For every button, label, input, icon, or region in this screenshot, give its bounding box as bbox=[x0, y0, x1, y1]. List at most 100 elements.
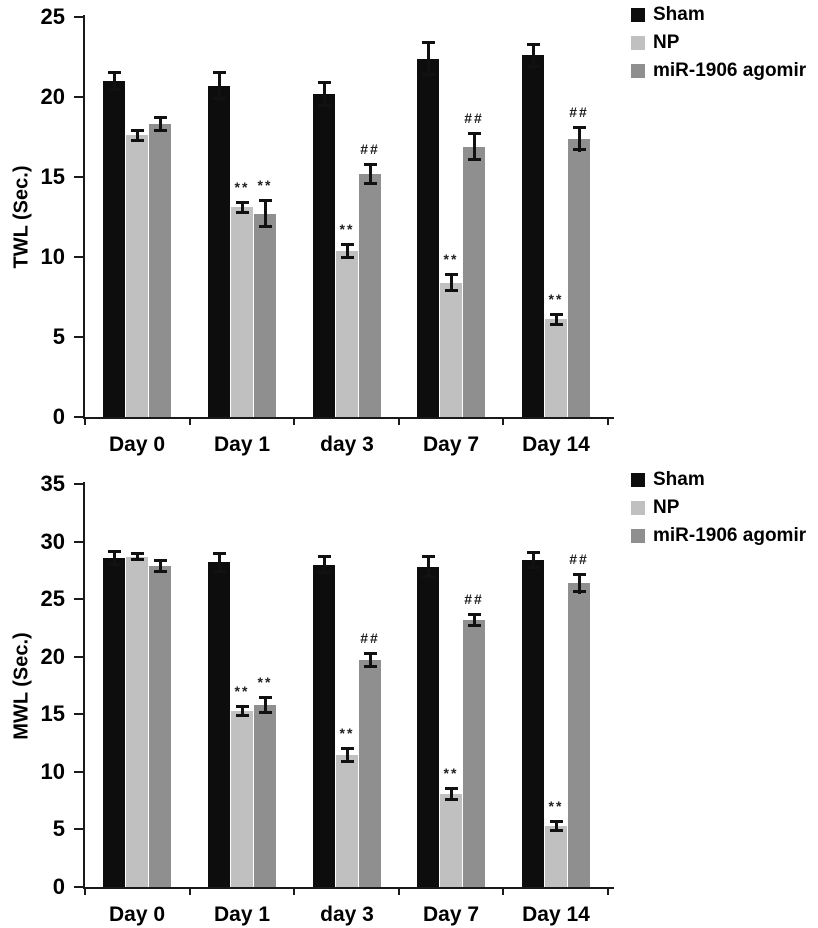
significance-marker: ## bbox=[569, 551, 589, 567]
legend-item-mir-1906-agomir: miR-1906 agomir bbox=[631, 59, 806, 82]
twl-x-axis-line bbox=[83, 417, 614, 419]
y-tick-label: 5 bbox=[52, 324, 65, 349]
significance-marker: ** bbox=[234, 683, 250, 699]
y-tick-mark bbox=[74, 96, 83, 98]
error-bar-cap bbox=[108, 71, 121, 74]
error-bar-cap bbox=[445, 798, 458, 801]
legend-item-sham: Sham bbox=[631, 468, 806, 491]
legend-marker-swatch bbox=[631, 63, 645, 78]
y-tick-label: 15 bbox=[40, 701, 65, 727]
y-tick-mark bbox=[74, 713, 83, 716]
bar-sham-day-3 bbox=[313, 94, 335, 417]
error-bar bbox=[532, 551, 535, 569]
x-tick-label: Day 14 bbox=[522, 903, 590, 926]
error-bar bbox=[578, 126, 581, 152]
error-bar-cap bbox=[422, 575, 435, 578]
significance-marker: ** bbox=[548, 291, 564, 307]
error-bar bbox=[241, 201, 244, 214]
legend-label: Sham bbox=[653, 469, 705, 490]
y-tick-label: 25 bbox=[40, 586, 65, 612]
error-bar-cap bbox=[236, 201, 249, 204]
x-tick-label: Day 1 bbox=[213, 433, 271, 456]
y-tick-label: 30 bbox=[40, 528, 65, 554]
y-tick-label: 25 bbox=[40, 4, 65, 29]
legend-label: Sham bbox=[653, 4, 705, 25]
bar-sham-day-0 bbox=[103, 81, 125, 417]
error-bar-cap bbox=[341, 760, 354, 763]
error-bar bbox=[427, 41, 430, 76]
x-tick-mark bbox=[189, 887, 191, 895]
error-bar-cap bbox=[573, 573, 586, 576]
significance-marker: ** bbox=[339, 725, 355, 741]
error-bar-cap bbox=[131, 129, 144, 132]
error-bar-cap bbox=[550, 820, 563, 823]
bar-mir-1906-agomir-day-3 bbox=[359, 660, 381, 887]
error-bar bbox=[555, 313, 558, 326]
y-tick-mark bbox=[74, 336, 83, 338]
bar-sham-day-7 bbox=[417, 59, 439, 417]
significance-marker: ## bbox=[464, 110, 484, 126]
bar-sham-day-14 bbox=[522, 560, 544, 887]
error-bar bbox=[369, 163, 372, 185]
error-bar bbox=[323, 81, 326, 107]
error-bar bbox=[218, 71, 221, 100]
error-bar bbox=[113, 550, 116, 566]
error-bar-cap bbox=[364, 665, 377, 668]
x-tick-label: Day 0 bbox=[108, 903, 166, 926]
y-tick-label: 5 bbox=[52, 816, 65, 842]
significance-marker: ## bbox=[464, 591, 484, 607]
x-tick-mark bbox=[607, 417, 609, 425]
x-tick-mark bbox=[398, 417, 400, 425]
error-bar bbox=[450, 273, 453, 292]
y-tick-label: 0 bbox=[52, 404, 65, 429]
error-bar-cap bbox=[445, 289, 458, 292]
error-bar bbox=[427, 555, 430, 578]
legend-marker-swatch bbox=[631, 500, 645, 515]
x-tick-mark bbox=[502, 417, 504, 425]
error-bar bbox=[241, 705, 244, 717]
error-bar-cap bbox=[213, 570, 226, 573]
error-bar-cap bbox=[154, 559, 167, 562]
legend-label: NP bbox=[653, 32, 680, 53]
error-bar-cap bbox=[318, 555, 331, 558]
error-bar-cap bbox=[259, 696, 272, 699]
bar-sham-day-3 bbox=[313, 565, 335, 887]
error-bar bbox=[532, 43, 535, 69]
significance-marker: ## bbox=[360, 630, 380, 646]
y-tick-mark bbox=[74, 16, 83, 18]
error-bar-cap bbox=[213, 552, 226, 555]
error-bar-cap bbox=[236, 211, 249, 214]
error-bar-cap bbox=[527, 551, 540, 554]
error-bar-cap bbox=[259, 711, 272, 714]
error-bar-cap bbox=[364, 652, 377, 655]
error-bar-cap bbox=[468, 613, 481, 616]
twl-plot-area: 0 5 10 15 20 25 Day 0 Day 1 ** ** day 3 ** ## Day 7 **… bbox=[41, 4, 614, 456]
error-bar-cap bbox=[154, 116, 167, 119]
error-bar bbox=[264, 696, 267, 714]
bar-np-day-7 bbox=[440, 283, 462, 417]
x-tick-mark bbox=[293, 417, 295, 425]
legend-label: miR-1906 agomir bbox=[653, 60, 807, 81]
error-bar-cap bbox=[154, 570, 167, 573]
legend-item-mir-1906-agomir: miR-1906 agomir bbox=[631, 524, 806, 547]
y-tick-label: 20 bbox=[40, 643, 65, 669]
error-bar-cap bbox=[550, 323, 563, 326]
y-tick-mark bbox=[74, 886, 83, 888]
bar-sham-day-1 bbox=[208, 562, 230, 887]
bar-np-day-0 bbox=[126, 557, 148, 887]
error-bar bbox=[159, 116, 162, 132]
legend-item-np: NP bbox=[631, 496, 806, 519]
error-bar bbox=[346, 747, 349, 763]
error-bar-cap bbox=[527, 566, 540, 569]
error-bar-cap bbox=[422, 73, 435, 76]
error-bar bbox=[473, 132, 476, 161]
error-bar-cap bbox=[236, 714, 249, 717]
x-tick-mark bbox=[502, 887, 504, 895]
significance-marker: ** bbox=[548, 798, 564, 814]
error-bar-cap bbox=[573, 126, 586, 129]
y-tick-mark bbox=[74, 176, 83, 178]
bar-np-day-3 bbox=[336, 755, 358, 887]
bar-sham-day-0 bbox=[103, 558, 125, 887]
error-bar-cap bbox=[445, 787, 458, 790]
error-bar-cap bbox=[213, 71, 226, 74]
